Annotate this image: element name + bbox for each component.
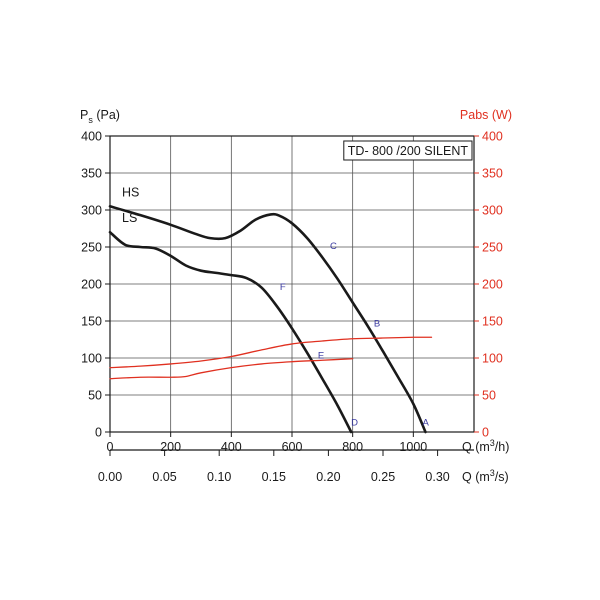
y-axis-left-label-text: Ps (Pa) [80,108,120,125]
y-left-tick-label: 400 [81,130,102,144]
x2-tick-label: 0.05 [152,470,176,484]
series-label-hs: HS [122,185,139,199]
x-tick-label: 0 [107,440,114,454]
y-left-tick-label: 300 [81,204,102,218]
operating-point-f: F [280,282,286,293]
x2-tick-label: 0.20 [316,470,340,484]
y-left-tick-label: 150 [81,315,102,329]
y-left-label-base: P [80,108,88,122]
y-axis-right-ticks: 0 50 100 150 200 250 300 350 400 [474,130,503,440]
x-axis-secondary-ticks: 0.00 0.05 0.10 0.15 0.20 0.25 0.30 [98,450,450,484]
y-right-tick-label: 150 [482,315,503,329]
series-line-ls-power [109,358,354,380]
operating-point-b: B [374,318,380,329]
title-frame [343,140,473,161]
x-primary-label-rest: /h) [495,440,510,454]
y-right-tick-label: 50 [482,389,496,403]
y-right-tick-label: 200 [482,278,503,292]
y-left-tick-label: 50 [88,389,102,403]
series-line-hs-power [109,336,433,369]
x-tick-label: 400 [221,440,242,454]
x-secondary-label-rest: /s) [495,470,509,484]
y-right-tick-label: 0 [482,426,489,440]
x-secondary-label-text: Q (m [462,470,490,484]
y-left-tick-label: 250 [81,241,102,255]
series-label-ls: LS [122,211,137,225]
chart-title: TD- 800 /200 SILENT [343,140,473,161]
x-axis-ticks: 0 200 400 600 800 1000 [107,432,427,454]
operating-points: A B C D E F [280,241,430,429]
y-left-tick-label: 350 [81,167,102,181]
x-tick-label: 600 [282,440,303,454]
y-axis-left-label: Ps (Pa) [80,108,120,125]
x-tick-label: 200 [160,440,181,454]
x-axis-primary-label: Q (m3/h) [462,438,509,454]
operating-point-a: A [422,418,429,429]
y-right-tick-label: 300 [482,204,503,218]
y-right-tick-label: 100 [482,352,503,366]
x-tick-label: 1000 [399,440,427,454]
x2-tick-label: 0.30 [425,470,449,484]
x2-tick-label: 0.10 [207,470,231,484]
grid [110,136,474,432]
chart-title-text: TD- 800 /200 SILENT [348,144,469,158]
x2-tick-label: 0.00 [98,470,122,484]
y-axis-right-label: Pabs (W) [460,108,512,122]
y-left-label-sub: s [88,115,93,125]
x-primary-label-sup: 3 [490,438,495,448]
series-line-hs [108,205,427,434]
y-axis-left-ticks: 0 50 100 150 200 250 300 350 400 [81,130,110,440]
x-tick-label: 800 [342,440,363,454]
y-right-tick-label: 400 [482,130,503,144]
x-axis-secondary-label: Q (m3/s) [462,468,509,484]
series-line-ls [108,230,353,434]
x-secondary-label-sup: 3 [490,468,495,478]
x-primary-label-text: Q (m [462,440,490,454]
operating-point-d: D [351,418,358,429]
x2-tick-label: 0.15 [262,470,286,484]
y-right-tick-label: 350 [482,167,503,181]
series-labels: HS LS [122,185,139,225]
y-right-tick-label: 250 [482,241,503,255]
x2-tick-label: 0.25 [371,470,395,484]
series-group [108,205,433,434]
y-left-tick-label: 200 [81,278,102,292]
operating-point-e: E [318,350,324,361]
y-left-tick-label: 0 [95,426,102,440]
operating-point-c: C [330,241,337,252]
y-left-tick-label: 100 [81,352,102,366]
y-left-label-rest: (Pa) [93,108,120,122]
